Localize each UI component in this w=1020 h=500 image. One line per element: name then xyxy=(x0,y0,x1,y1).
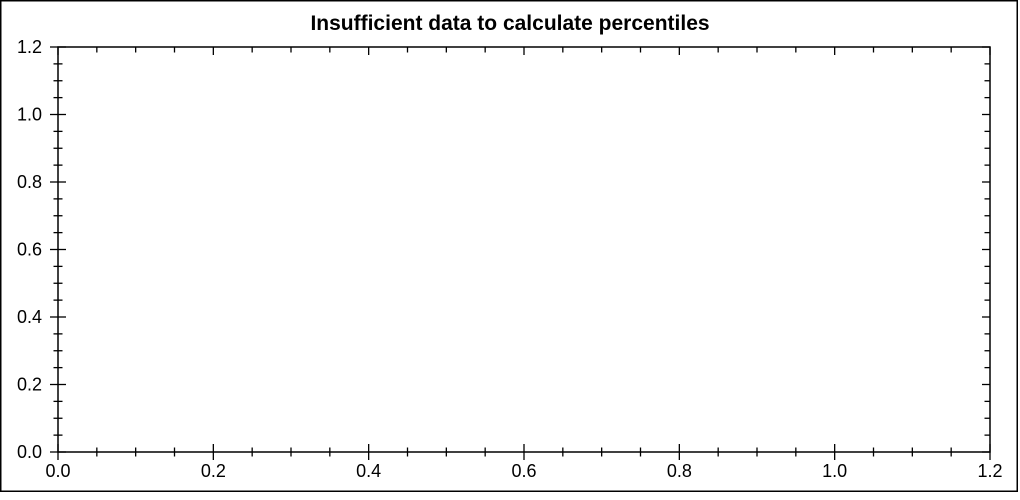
y-tick-label: 0.4 xyxy=(17,307,42,327)
y-tick-label: 0.6 xyxy=(17,240,42,260)
x-tick-label: 0.8 xyxy=(667,461,692,481)
x-tick-label: 1.0 xyxy=(822,461,847,481)
x-axis-ticks xyxy=(57,47,991,460)
x-axis-tick-labels: 0.0 0.2 0.4 0.6 0.8 1.0 1.2 xyxy=(45,461,1002,481)
y-axis-ticks xyxy=(50,46,990,453)
x-tick-label: 0.0 xyxy=(45,461,70,481)
x-tick-label: 1.2 xyxy=(977,461,1002,481)
x-tick-label: 0.6 xyxy=(511,461,536,481)
chart-title: Insufficient data to calculate percentil… xyxy=(310,12,709,35)
x-tick-label: 0.2 xyxy=(201,461,226,481)
y-tick-label: 0.0 xyxy=(17,442,42,462)
y-tick-label: 0.2 xyxy=(17,375,42,395)
y-axis-tick-labels: 0.0 0.2 0.4 0.6 0.8 1.0 1.2 xyxy=(17,37,42,462)
y-tick-label: 0.8 xyxy=(17,172,42,192)
y-tick-label: 1.0 xyxy=(17,105,42,125)
y-tick-label: 1.2 xyxy=(17,37,42,57)
x-tick-label: 0.4 xyxy=(356,461,381,481)
